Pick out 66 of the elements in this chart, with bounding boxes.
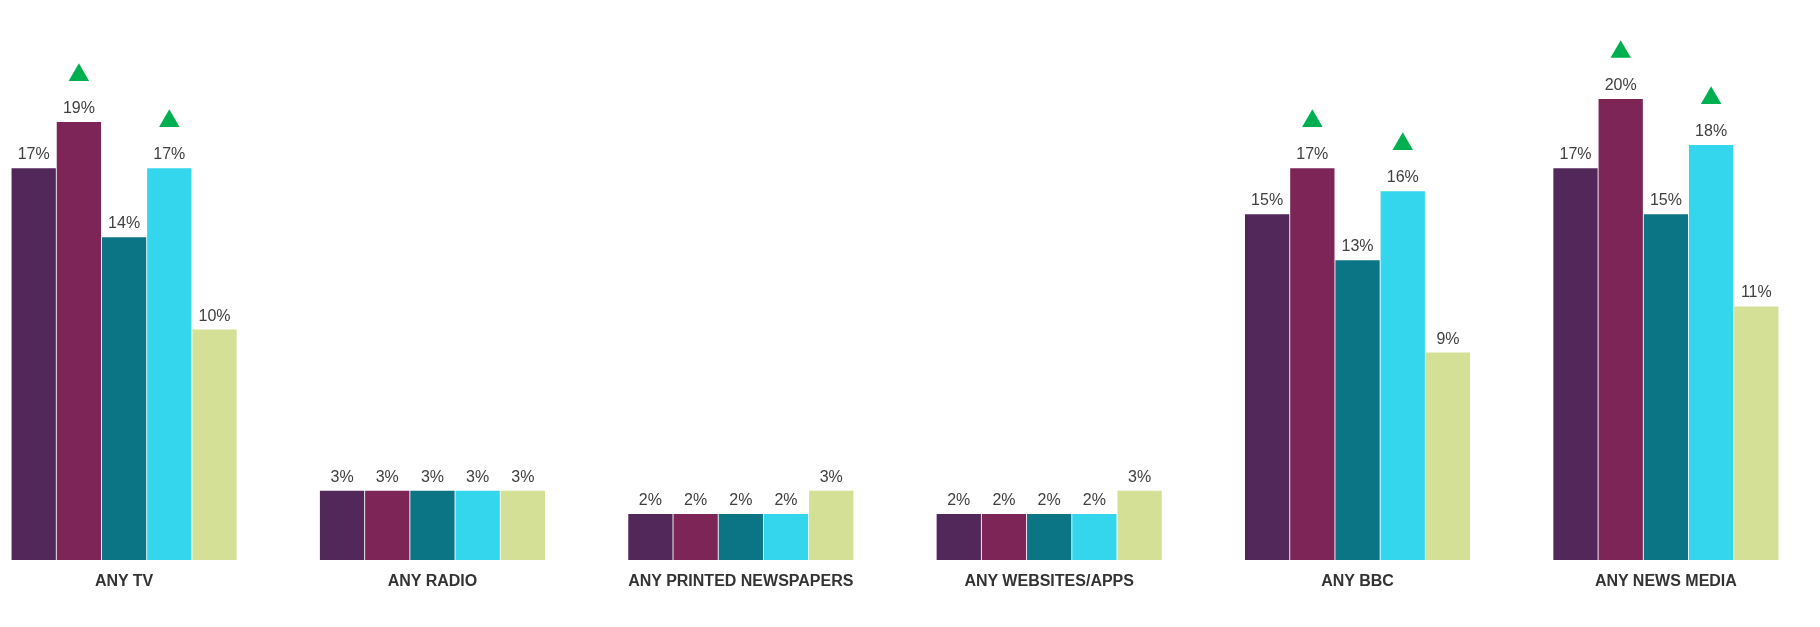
bar	[1244, 214, 1290, 560]
data-label: 15%	[1649, 191, 1682, 209]
x-tick-label: ANY PRINTED NEWSPAPERS	[628, 571, 854, 589]
bar	[1027, 513, 1072, 560]
bar	[1380, 191, 1425, 560]
data-label: 14%	[108, 214, 141, 232]
data-label: 2%	[774, 490, 798, 508]
bar	[192, 329, 237, 560]
data-label: 2%	[638, 490, 662, 508]
bar	[718, 513, 763, 560]
bar	[1425, 352, 1471, 560]
data-label: 16%	[1386, 168, 1419, 186]
data-label: 3%	[420, 467, 445, 485]
bar	[11, 168, 56, 560]
data-label: 17%	[153, 145, 186, 163]
bar	[1598, 99, 1643, 560]
bar	[365, 490, 410, 560]
bar	[147, 168, 192, 560]
data-label: 17%	[17, 145, 50, 163]
bar	[319, 490, 365, 560]
data-label: 11%	[1740, 283, 1772, 301]
data-label: 9%	[1436, 329, 1460, 347]
data-label: 3%	[1128, 467, 1152, 485]
bar	[981, 513, 1027, 560]
bar	[1553, 168, 1598, 560]
x-tick-label: ANY BBC	[1321, 571, 1395, 589]
data-label: 2%	[684, 490, 708, 508]
bar	[809, 490, 854, 560]
bar	[1335, 260, 1380, 560]
data-label: 3%	[819, 467, 843, 485]
bar	[936, 513, 981, 560]
data-label: 2%	[1037, 490, 1061, 508]
data-label: 17%	[1296, 145, 1329, 163]
data-label: 2%	[947, 490, 971, 508]
data-label: 3%	[511, 467, 535, 485]
data-label: 3%	[466, 467, 490, 485]
data-label: 2%	[1082, 490, 1106, 508]
data-label: 2%	[729, 490, 753, 508]
data-label: 15%	[1251, 191, 1284, 209]
bar	[763, 513, 809, 560]
bar	[673, 513, 718, 560]
bar	[1117, 490, 1162, 560]
bar	[1688, 145, 1734, 560]
data-label: 20%	[1604, 76, 1637, 93]
bar	[101, 237, 147, 560]
x-tick-label: ANY TV	[94, 571, 154, 589]
bar	[56, 122, 102, 560]
data-label: 19%	[62, 99, 95, 117]
bar	[1734, 306, 1779, 560]
bar	[1643, 214, 1689, 560]
bar	[455, 490, 500, 560]
bar	[628, 513, 673, 560]
bar	[1072, 513, 1117, 560]
data-label: 2%	[992, 490, 1016, 508]
bar	[1290, 168, 1335, 560]
data-label: 3%	[375, 467, 399, 485]
x-tick-label: ANY NEWS MEDIA	[1594, 571, 1738, 589]
data-label: 17%	[1559, 145, 1592, 163]
bar	[500, 490, 546, 560]
x-tick-label: ANY RADIO	[387, 571, 478, 589]
data-label: 10%	[198, 306, 231, 324]
data-label: 13%	[1341, 237, 1374, 255]
data-label: 3%	[330, 467, 354, 485]
data-label: 18%	[1695, 122, 1728, 140]
x-tick-label: ANY WEBSITES/APPS	[964, 571, 1135, 589]
bar	[410, 490, 455, 560]
